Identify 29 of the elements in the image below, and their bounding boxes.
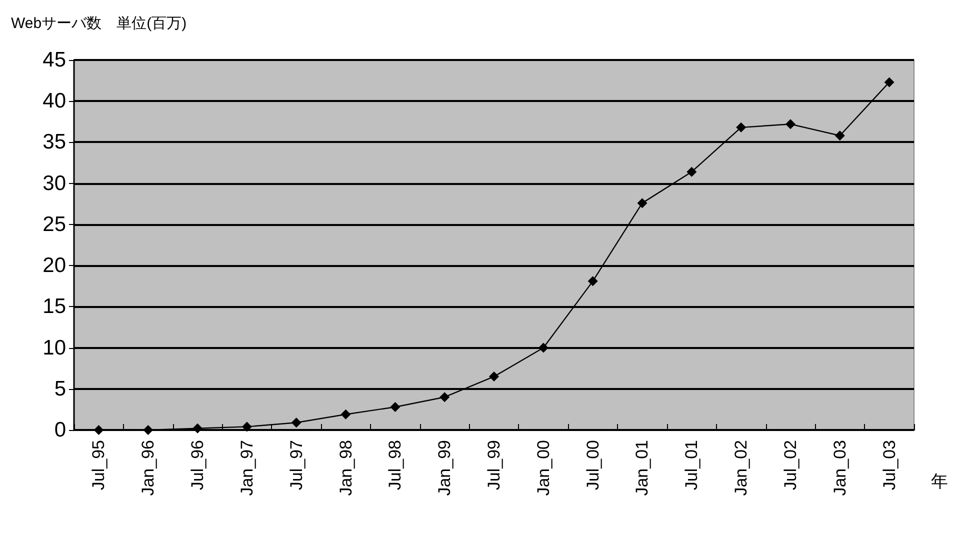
x-tick-label: Jan_98	[336, 440, 356, 496]
x-tick-label: Jul_02	[780, 440, 800, 490]
x-axis-title: 年	[931, 472, 948, 491]
y-tick-label: 20	[42, 254, 66, 278]
x-tick-label: Jan_97	[237, 440, 256, 496]
x-tick-label: Jul_00	[583, 440, 602, 490]
x-tick-label: Jul_01	[682, 440, 702, 490]
x-tick-label: Jul_95	[89, 440, 108, 490]
x-tick-label: Jul_96	[188, 440, 208, 490]
y-tick-label: 30	[42, 172, 66, 195]
y-tick-label: 15	[42, 295, 66, 318]
y-tick-label: 35	[42, 130, 66, 154]
y-tick-label: 25	[42, 212, 66, 236]
y-tick-label: 10	[42, 336, 66, 360]
x-tick-label: Jul_03	[880, 440, 899, 490]
x-tick-label: Jul_99	[484, 440, 504, 490]
x-tick-label: Jul_97	[286, 440, 306, 490]
x-tick-label: Jan_99	[435, 440, 454, 496]
y-tick-label: 0	[54, 418, 66, 442]
x-tick-label: Jan_03	[830, 440, 850, 496]
x-tick-label: Jan_01	[632, 440, 652, 496]
x-tick-label: Jan_00	[534, 440, 553, 496]
y-tick-label: 40	[42, 90, 66, 113]
y-tick-label: 5	[54, 377, 66, 400]
x-tick-label: Jul_98	[386, 440, 405, 490]
y-tick-label: 45	[42, 48, 66, 72]
y-axis-title: Webサーバ数 単位(百万)	[11, 15, 187, 32]
x-tick-label: Jan_02	[732, 440, 751, 496]
x-tick-label: Jan_96	[138, 440, 158, 496]
